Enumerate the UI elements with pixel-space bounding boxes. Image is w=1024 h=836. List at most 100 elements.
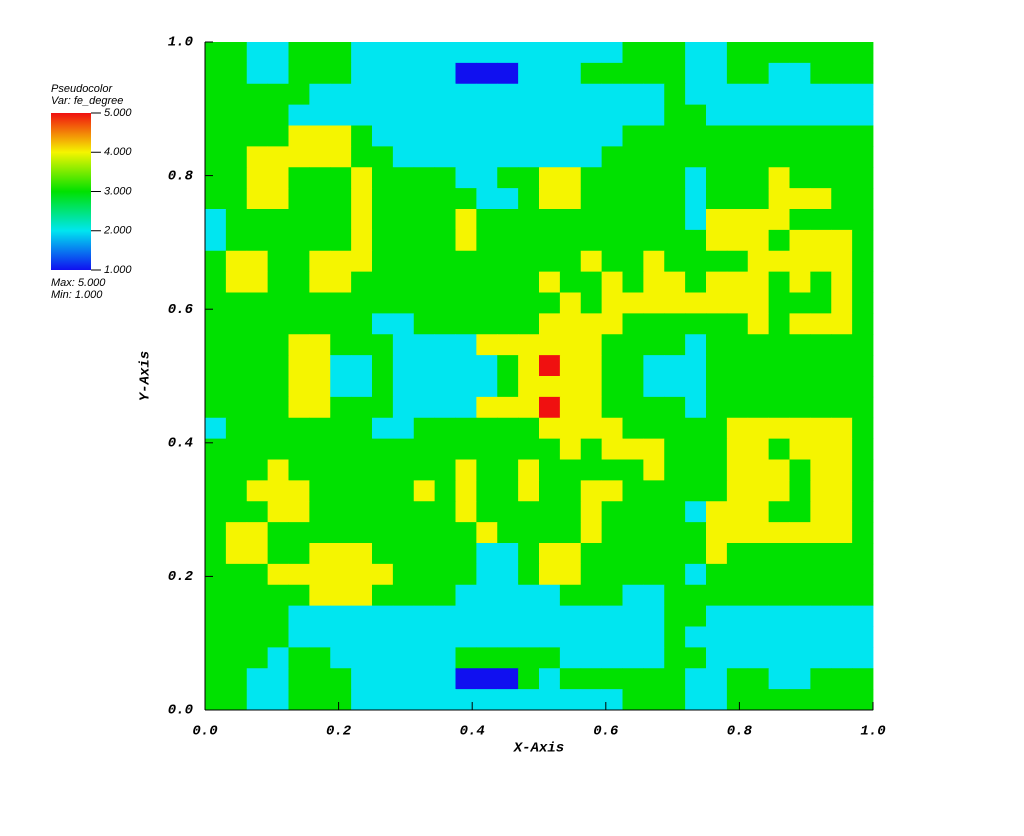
cell [330,501,352,523]
cell [413,396,436,419]
cell [601,605,623,627]
cell [372,146,394,168]
cell [392,376,415,398]
cell [267,376,289,398]
cell [518,271,540,293]
cell [747,396,770,419]
cell [267,584,289,607]
cell [664,396,686,419]
cell [288,689,310,711]
cell [580,438,603,460]
cell [810,292,832,314]
cell [706,522,728,544]
cell [789,355,811,377]
cell [831,334,853,356]
cell [413,689,436,711]
cell [225,146,248,168]
cell [852,438,874,460]
cell [246,334,269,356]
cell [664,626,686,648]
cell [434,438,456,460]
cell [288,250,310,273]
cell [267,501,289,523]
cell [831,668,853,690]
cell [580,146,603,168]
cell [309,396,331,419]
cell [831,292,853,314]
cell [559,543,582,565]
cell [434,250,456,273]
cell [810,229,832,252]
cell [267,480,289,502]
cell [372,501,394,523]
cell [685,83,707,106]
cell [601,334,623,356]
cell [768,271,790,293]
cell [288,668,310,690]
cell [497,334,519,356]
cell [664,563,686,586]
cell [225,605,248,627]
cell [810,522,832,544]
cell [747,83,770,106]
cell [831,459,853,481]
cell [455,62,477,85]
cell [643,355,665,377]
cell [476,292,498,314]
cell [518,459,540,481]
cell [351,271,373,293]
cell [768,167,790,189]
cell [580,167,603,189]
cell [434,42,456,64]
cell [455,626,477,648]
cell [518,626,540,648]
cell [205,480,227,502]
cell [497,292,519,314]
cell [706,355,728,377]
cell [413,647,436,669]
cell [643,501,665,523]
cell [267,167,289,189]
cell [685,355,707,377]
cell [267,271,289,293]
cell [330,313,352,335]
cell [664,647,686,669]
cell [664,417,686,440]
cell [789,522,811,544]
cell [747,167,770,189]
cell [643,459,665,481]
cell [518,689,540,711]
cell [225,417,248,440]
cell [789,104,811,126]
cell [559,605,582,627]
cell [685,313,707,335]
cell [372,396,394,419]
cell [413,626,436,648]
cell [267,334,289,356]
cell [539,396,561,419]
cell [205,167,227,189]
cell [622,209,644,231]
cell [664,104,686,126]
cell [768,417,790,440]
cell [601,522,623,544]
cell [852,167,874,189]
cell [706,438,728,460]
colorbar-tick-label: 2.000 [103,225,132,237]
cell [288,543,310,565]
cell [852,563,874,586]
cell [664,188,686,210]
cell [706,563,728,586]
cell [643,584,665,607]
cell [518,334,540,356]
cell [413,292,436,314]
cell [267,563,289,586]
cell [539,104,561,126]
cell [309,292,331,314]
cell [518,668,540,690]
cell [205,438,227,460]
cell [685,668,707,690]
cell [455,334,477,356]
